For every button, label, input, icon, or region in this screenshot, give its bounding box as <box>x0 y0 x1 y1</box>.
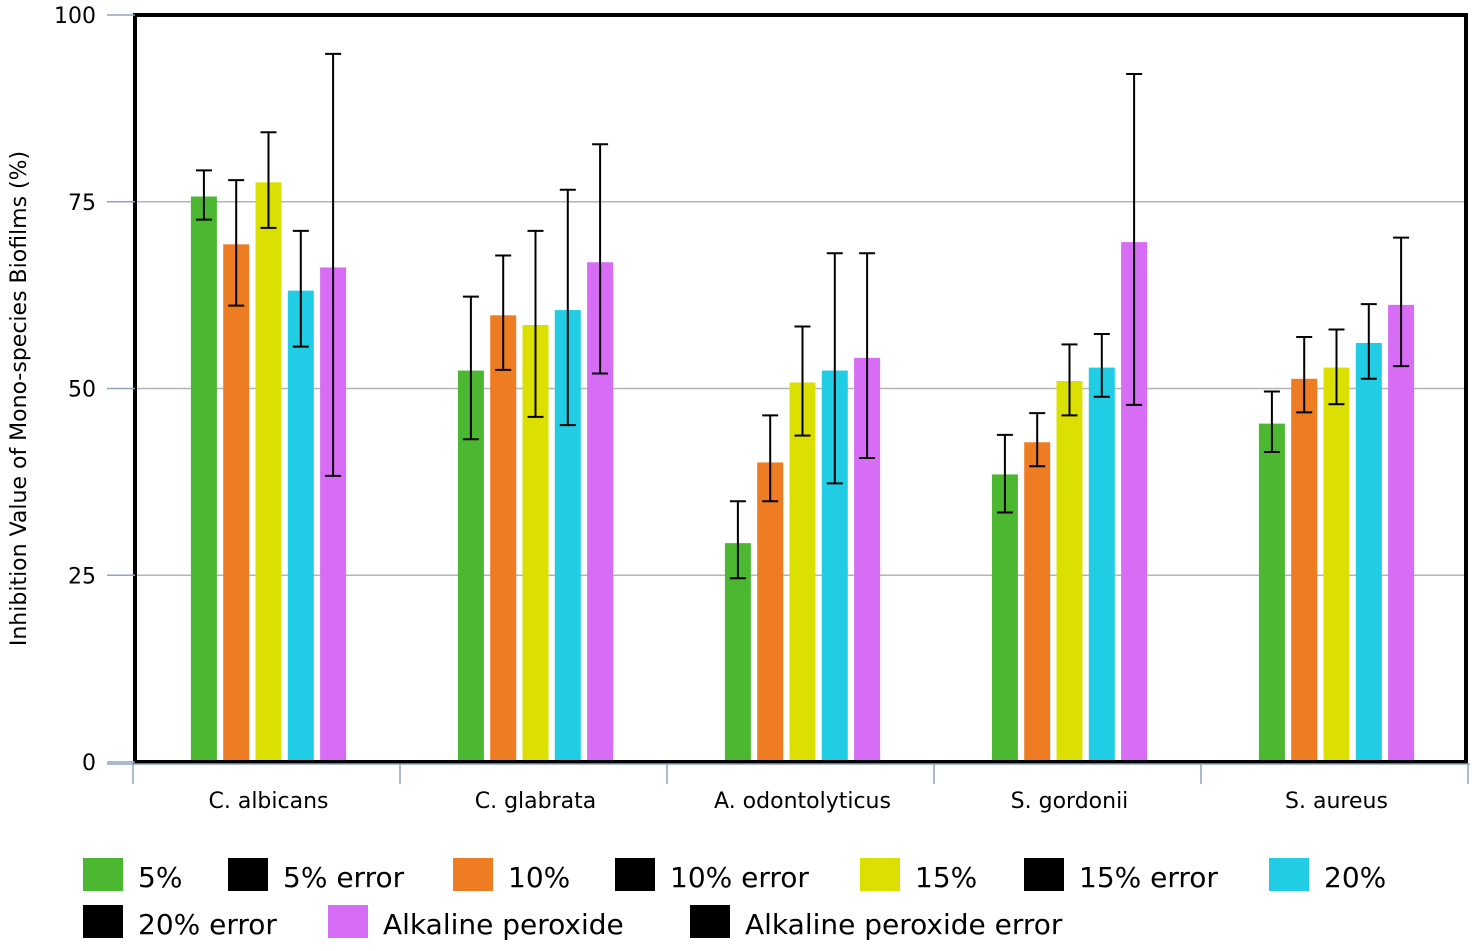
bar <box>991 474 1018 762</box>
legend-swatch <box>690 905 730 938</box>
bar <box>223 244 250 763</box>
bar <box>490 315 517 762</box>
y-tick-label: 25 <box>68 564 96 589</box>
x-tick-label: C. albicans <box>208 789 328 814</box>
legend-swatch <box>1269 858 1309 891</box>
legend-swatch <box>83 858 123 891</box>
legend-swatch <box>615 858 655 891</box>
axes: 0 25 50 75 100 C. albicans C. glabrata A. odont… <box>54 4 1470 814</box>
error-bars <box>195 52 1410 580</box>
legend-label: 15% <box>915 861 977 894</box>
legend-swatch <box>453 858 493 891</box>
y-tick-label: 100 <box>54 4 96 29</box>
bar <box>1291 378 1318 762</box>
bar <box>724 543 751 762</box>
bar <box>1024 442 1051 762</box>
bar <box>757 462 784 762</box>
legend-label: Alkaline peroxide error <box>745 908 1063 941</box>
legend-label: 10% error <box>670 861 809 894</box>
bar <box>1388 304 1415 762</box>
legend-label: 5% <box>138 861 182 894</box>
bar <box>287 290 314 762</box>
legend-label: 20% error <box>138 908 277 941</box>
x-tick-label: C. glabrata <box>475 789 597 814</box>
legend: 5% 5% error 10% 10% error 15% 15% error 20% 20%… <box>83 858 1386 941</box>
bar <box>190 196 217 762</box>
legend-label: 5% error <box>283 861 405 894</box>
x-tick-label: A. odontolyticus <box>714 789 891 814</box>
legend-swatch <box>228 858 268 891</box>
bar <box>1258 423 1285 762</box>
y-tick-label: 0 <box>82 751 96 776</box>
legend-label: 15% error <box>1079 861 1218 894</box>
legend-swatch <box>860 858 900 891</box>
bar <box>1056 381 1083 762</box>
y-axis-title: Inhibition Value of Mono-species Biofilm… <box>7 151 32 646</box>
legend-swatch <box>328 905 368 938</box>
x-tick-label: S. gordonii <box>1011 789 1129 814</box>
legend-label: 20% <box>1324 861 1386 894</box>
bar <box>1088 367 1115 762</box>
bars <box>190 182 1415 763</box>
y-tick-label: 75 <box>68 191 96 216</box>
bar <box>1323 367 1350 762</box>
legend-swatch <box>83 905 123 938</box>
bar <box>789 382 816 762</box>
bar <box>1355 342 1382 762</box>
legend-label: Alkaline peroxide <box>383 908 624 941</box>
bar <box>255 182 282 762</box>
legend-label: 10% <box>508 861 570 894</box>
legend-swatch <box>1024 858 1064 891</box>
x-tick-label: S. aureus <box>1285 789 1388 814</box>
y-tick-label: 50 <box>68 378 96 403</box>
